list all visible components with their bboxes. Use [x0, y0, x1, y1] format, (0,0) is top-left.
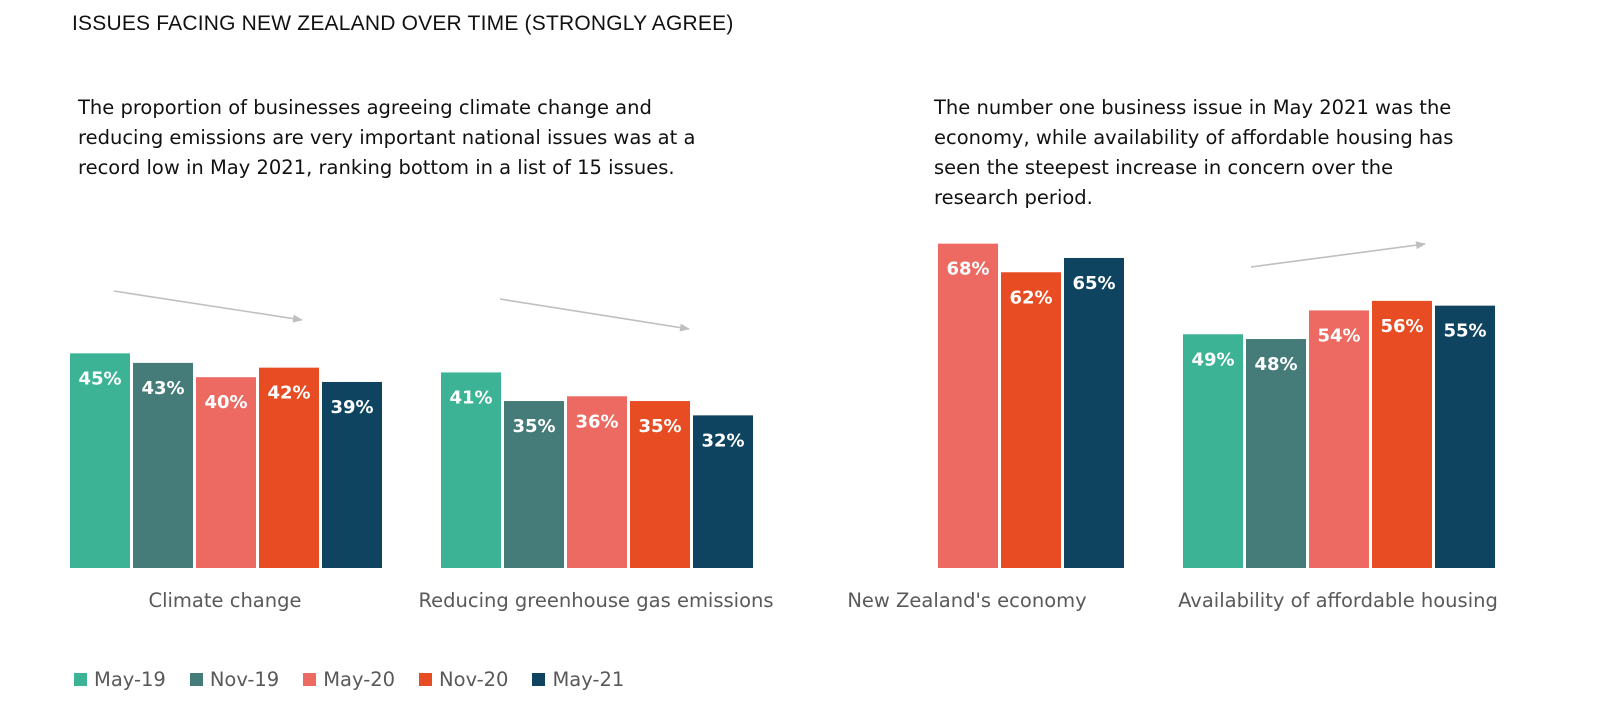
bar-climate-change-nov-20	[259, 367, 319, 568]
note-left-line: reducing emissions are very important na…	[78, 126, 696, 149]
data-label: 35%	[512, 416, 555, 437]
trend-arrows-group	[113, 241, 1426, 332]
bar-reducing-greenhouse-gas-emissions-nov-19	[504, 401, 564, 568]
note-right-line: The number one business issue in May 202…	[934, 96, 1452, 119]
legend-swatch	[532, 673, 546, 686]
bar-reducing-greenhouse-gas-emissions-nov-20	[630, 401, 690, 568]
note-left-line: The proportion of businesses agreeing cl…	[78, 96, 652, 119]
category-label: Climate change	[148, 589, 301, 612]
legend-item-may-20: May-20	[303, 668, 395, 691]
data-label: 40%	[204, 392, 247, 413]
legend: May-19 Nov-19 May-20 Nov-20 May-21	[74, 668, 648, 691]
data-label: 55%	[1443, 321, 1486, 342]
data-label: 41%	[449, 387, 492, 408]
legend-item-may-19: May-19	[74, 668, 166, 691]
bar-reducing-greenhouse-gas-emissions-may-19	[441, 372, 501, 568]
note-right: The number one business issue in May 202…	[934, 93, 1453, 213]
data-label: 49%	[1191, 349, 1234, 370]
bar-climate-change-nov-19	[133, 362, 193, 568]
bar-availability-of-affordable-housing-nov-20	[1372, 300, 1432, 568]
data-label: 45%	[78, 368, 121, 389]
data-label: 39%	[330, 397, 373, 418]
legend-item-may-21: May-21	[532, 668, 624, 691]
legend-item-nov-19: Nov-19	[189, 668, 280, 691]
trend-arrow-up-icon	[1250, 241, 1426, 268]
legend-item-nov-20: Nov-20	[419, 668, 508, 691]
bar-climate-change-may-19	[70, 353, 130, 568]
data-label: 65%	[1072, 273, 1115, 294]
note-right-line: research period.	[934, 186, 1093, 209]
bar-reducing-greenhouse-gas-emissions-may-20	[567, 396, 627, 568]
legend-swatch	[74, 673, 87, 686]
note-left-line: record low in May 2021, ranking bottom i…	[78, 156, 675, 179]
category-label: Reducing greenhouse gas emissions	[418, 589, 773, 612]
bar-new-zealand-s-economy-may-21	[1064, 257, 1124, 568]
bar-availability-of-affordable-housing-nov-19	[1246, 339, 1306, 568]
trend-arrow-down-icon	[499, 298, 690, 332]
bar-availability-of-affordable-housing-may-21	[1435, 305, 1495, 568]
data-label: 56%	[1380, 316, 1423, 337]
data-label: 68%	[946, 259, 989, 280]
data-label: 32%	[701, 430, 744, 451]
legend-label: May-19	[94, 668, 166, 691]
bar-availability-of-affordable-housing-may-20	[1309, 310, 1369, 568]
note-right-line: seen the steepest increase in concern ov…	[934, 156, 1394, 179]
legend-label: Nov-20	[439, 668, 509, 691]
category-label: New Zealand's economy	[847, 589, 1086, 612]
trend-arrow-down-icon	[113, 290, 303, 323]
data-label: 54%	[1317, 325, 1360, 346]
legend-swatch	[419, 673, 433, 686]
data-label: 35%	[638, 416, 681, 437]
legend-label: May-21	[552, 668, 625, 691]
page-title: ISSUES FACING NEW ZEALAND OVER TIME (STR…	[72, 12, 734, 35]
bar-new-zealand-s-economy-may-20	[938, 243, 998, 568]
legend-swatch	[189, 673, 203, 686]
data-label: 43%	[141, 378, 184, 399]
category-label: Availability of affordable housing	[1178, 589, 1498, 612]
bar-reducing-greenhouse-gas-emissions-may-21	[693, 415, 753, 568]
note-left: The proportion of businesses agreeing cl…	[78, 93, 695, 183]
legend-label: Nov-19	[209, 668, 280, 691]
bars-group: 45% 43% 40% 42% 39% 41% 35% 36% 35% 32% 68% 62% 65% 4…	[70, 243, 1495, 568]
data-label: 42%	[267, 383, 310, 404]
bar-climate-change-may-21	[322, 381, 382, 568]
bar-new-zealand-s-economy-nov-20	[1001, 272, 1061, 568]
bar-climate-change-may-20	[196, 377, 256, 568]
legend-swatch	[303, 673, 317, 686]
category-labels-group: Climate change Reducing greenhouse gas em…	[148, 589, 1497, 612]
data-label: 36%	[575, 411, 618, 432]
legend-label: May-20	[323, 668, 396, 691]
bar-availability-of-affordable-housing-may-19	[1183, 334, 1243, 568]
data-label: 62%	[1009, 287, 1052, 308]
data-label: 48%	[1254, 354, 1297, 375]
note-right-line: economy, while availability of affordabl…	[934, 126, 1454, 149]
